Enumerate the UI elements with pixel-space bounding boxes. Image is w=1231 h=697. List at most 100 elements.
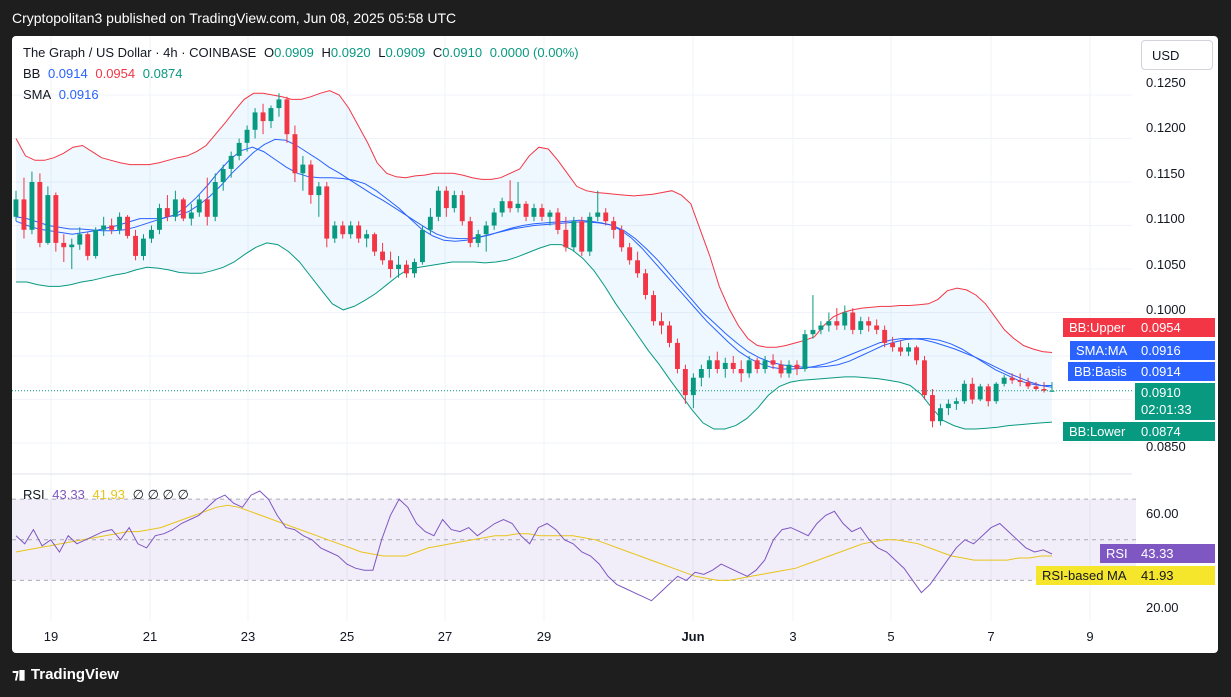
candle-body [300, 164, 306, 174]
candle-body [204, 199, 210, 217]
h-label: H [321, 45, 331, 60]
l-value: 0.0909 [385, 45, 426, 60]
chart-svg[interactable] [12, 36, 1218, 653]
candle-body [29, 182, 35, 230]
bb-upper-line [15, 90, 1053, 353]
candle-body [37, 182, 43, 243]
candle-body [690, 377, 696, 396]
candle [412, 258, 417, 278]
candle [698, 364, 704, 387]
candle [794, 360, 800, 376]
candle-body [252, 112, 258, 130]
sma-line [15, 146, 1052, 386]
candle [459, 190, 465, 226]
candle [93, 227, 99, 259]
price-axis-label: 0.1150 [1146, 166, 1185, 181]
candle [515, 182, 521, 213]
bar-countdown: 02:01:33 [1141, 402, 1192, 417]
candle-body [276, 99, 282, 109]
price-axis-label: 0.1200 [1146, 120, 1186, 135]
candle [1033, 382, 1039, 391]
candle-body [722, 362, 728, 369]
bb-lower-line [16, 242, 1053, 430]
candle [714, 351, 720, 374]
candle-body [770, 360, 776, 365]
candle-body [475, 234, 481, 243]
candle-body [922, 360, 927, 396]
time-axis-label: 29 [536, 629, 552, 644]
footer[interactable]: ⁊▮ TradingView [12, 666, 119, 683]
footer-brand: TradingView [30, 666, 119, 683]
last-price-tag: 0.0910 02:01:33 [1135, 383, 1215, 420]
candle-body [93, 229, 99, 256]
candle [45, 186, 51, 245]
rsi-legend[interactable]: RSI 43.33 41.93 ∅ ∅ ∅ ∅ [23, 487, 193, 503]
candle-body [786, 364, 792, 374]
candle [762, 355, 768, 374]
candle-body [579, 221, 585, 252]
candle [475, 229, 481, 248]
candle [133, 229, 138, 261]
candle [659, 312, 664, 335]
candle [117, 212, 122, 235]
candle [61, 234, 67, 263]
candle-body [340, 225, 346, 235]
rsi-line [15, 490, 1053, 602]
candle-body [1009, 377, 1015, 381]
candle-body [961, 383, 967, 402]
candle-body [459, 195, 465, 222]
candle-body [619, 229, 625, 248]
candle-body [969, 383, 975, 400]
candle-body [21, 199, 27, 230]
candle-body [13, 199, 19, 217]
rsi-empty-values: ∅ ∅ ∅ ∅ [132, 487, 189, 502]
candle [770, 354, 776, 370]
candle [906, 342, 911, 356]
candle [109, 218, 115, 235]
bb-legend[interactable]: BB 0.0914 0.0954 0.0874 [23, 66, 187, 81]
bb-basis-tag-label: BB:Basis [1068, 362, 1135, 381]
candle [523, 201, 529, 222]
candle [961, 380, 967, 404]
candle-body [292, 134, 298, 174]
bb-upper-value: 0.0954 [95, 66, 136, 81]
candle-body [427, 216, 433, 230]
candle [276, 93, 282, 117]
candle-body [364, 234, 370, 239]
price-axis-label: 0.1000 [1146, 302, 1186, 317]
candle [77, 227, 83, 250]
candle-body [738, 369, 744, 374]
candle-body [874, 325, 880, 330]
time-axis-label: 3 [789, 629, 797, 644]
candle [292, 125, 298, 183]
candle-body [45, 195, 51, 243]
candle [348, 221, 354, 239]
candle [667, 321, 672, 348]
candle [818, 321, 824, 335]
time-axis-label: 19 [43, 629, 59, 644]
bb-lower-value: 0.0874 [142, 66, 183, 81]
candle [826, 312, 832, 332]
candle-body [730, 362, 736, 369]
candle-body [260, 112, 266, 122]
candle [443, 186, 449, 217]
candle [13, 190, 19, 222]
candle-body [157, 208, 162, 230]
candle-body [188, 212, 194, 219]
candles [13, 93, 1055, 428]
candle [141, 234, 146, 261]
candle [985, 383, 991, 407]
chart-panel[interactable]: The Graph / US Dollar · 4h · COINBASE O0… [12, 36, 1218, 653]
bb-basis-line [15, 138, 1053, 388]
candle [420, 225, 425, 265]
candle [308, 160, 314, 204]
currency-button[interactable]: USD [1141, 40, 1213, 70]
candle-body [547, 212, 553, 217]
candle [101, 216, 107, 236]
candle [196, 195, 202, 217]
candle [627, 242, 633, 265]
change-value: 0.0000 (0.00%) [489, 45, 579, 60]
candle [404, 260, 409, 278]
candle-body [491, 212, 497, 226]
sma-legend[interactable]: SMA 0.0916 [23, 87, 103, 102]
